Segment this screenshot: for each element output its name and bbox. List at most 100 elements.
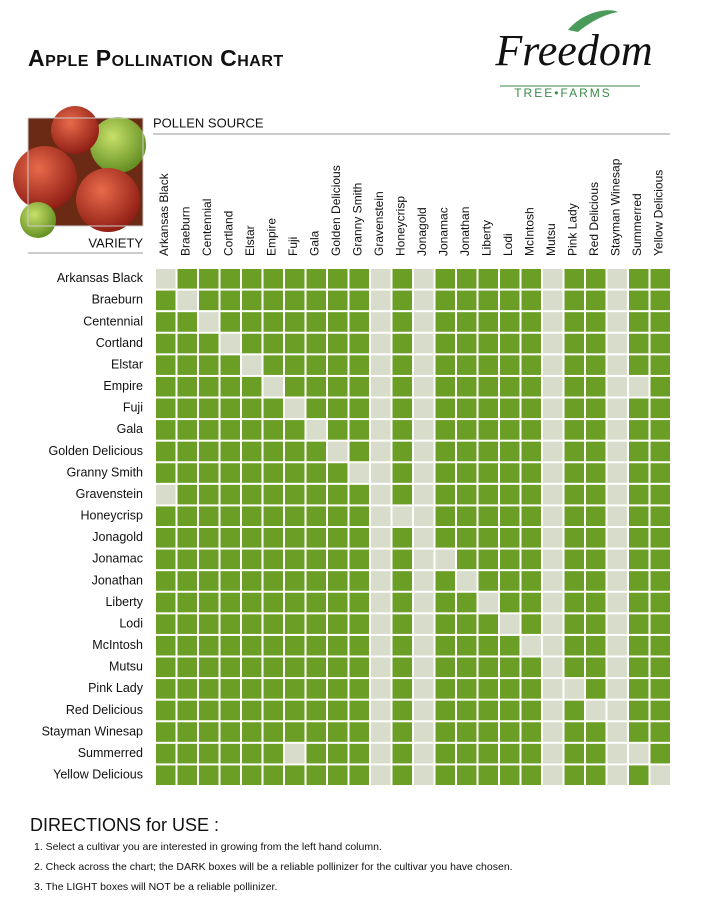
cell bbox=[629, 420, 649, 440]
cell bbox=[220, 657, 240, 678]
cell bbox=[650, 657, 670, 678]
cell bbox=[478, 592, 498, 613]
variety-label: VARIETY bbox=[88, 235, 143, 250]
cell bbox=[263, 463, 283, 483]
cell bbox=[392, 765, 412, 785]
direction-item: 3. The LIGHT boxes will NOT be a reliabl… bbox=[34, 881, 277, 893]
cell bbox=[177, 484, 197, 505]
cell bbox=[543, 765, 563, 785]
cell bbox=[220, 635, 240, 656]
cell bbox=[521, 592, 541, 613]
cell bbox=[199, 333, 219, 354]
cell bbox=[392, 355, 412, 375]
cell bbox=[521, 528, 541, 548]
cell bbox=[414, 635, 434, 656]
cell bbox=[457, 269, 477, 289]
cell bbox=[306, 722, 326, 742]
cell bbox=[371, 398, 391, 419]
cell bbox=[478, 398, 498, 419]
cell bbox=[586, 657, 606, 678]
cell bbox=[586, 549, 606, 570]
cell bbox=[629, 312, 649, 332]
cell bbox=[220, 549, 240, 570]
cell bbox=[177, 549, 197, 570]
cell bbox=[629, 592, 649, 613]
cell bbox=[543, 484, 563, 505]
cell bbox=[349, 312, 369, 332]
cell bbox=[156, 463, 176, 483]
cell bbox=[156, 528, 176, 548]
cell bbox=[500, 765, 520, 785]
cell bbox=[349, 398, 369, 419]
column-label: Liberty bbox=[479, 220, 493, 256]
cell bbox=[586, 333, 606, 354]
cell bbox=[220, 679, 240, 699]
cell bbox=[306, 679, 326, 699]
cell bbox=[414, 722, 434, 742]
column-label: Summerred bbox=[630, 193, 644, 256]
cell bbox=[263, 269, 283, 289]
cell bbox=[500, 376, 520, 397]
cell bbox=[199, 269, 219, 289]
cell bbox=[414, 592, 434, 613]
cell bbox=[414, 700, 434, 721]
cell bbox=[349, 657, 369, 678]
cell bbox=[177, 700, 197, 721]
cell bbox=[220, 398, 240, 419]
cell bbox=[263, 441, 283, 462]
cell bbox=[371, 765, 391, 785]
cell bbox=[242, 269, 262, 289]
cell bbox=[521, 290, 541, 311]
cell bbox=[629, 635, 649, 656]
cell bbox=[543, 355, 563, 375]
cell bbox=[285, 528, 305, 548]
cell bbox=[414, 657, 434, 678]
cell bbox=[521, 614, 541, 634]
row-label: McIntosh bbox=[92, 638, 143, 652]
cell bbox=[457, 679, 477, 699]
cell bbox=[414, 765, 434, 785]
cell bbox=[650, 679, 670, 699]
cell bbox=[328, 635, 348, 656]
cell bbox=[392, 463, 412, 483]
cell bbox=[521, 463, 541, 483]
cell bbox=[285, 506, 305, 526]
cell bbox=[263, 484, 283, 505]
cell bbox=[220, 463, 240, 483]
row-label: Granny Smith bbox=[67, 465, 143, 479]
cell bbox=[371, 376, 391, 397]
cell bbox=[328, 484, 348, 505]
cell bbox=[263, 722, 283, 742]
cell bbox=[607, 506, 627, 526]
cell bbox=[564, 420, 584, 440]
cell bbox=[478, 635, 498, 656]
cell bbox=[586, 463, 606, 483]
cell bbox=[263, 635, 283, 656]
cell bbox=[156, 312, 176, 332]
cell bbox=[650, 592, 670, 613]
cell bbox=[521, 376, 541, 397]
cell bbox=[521, 312, 541, 332]
cell bbox=[607, 657, 627, 678]
row-label: Jonagold bbox=[92, 530, 143, 544]
cell bbox=[306, 333, 326, 354]
cell bbox=[586, 420, 606, 440]
cell bbox=[285, 333, 305, 354]
cell bbox=[435, 549, 455, 570]
column-label: Red Delicious bbox=[587, 182, 601, 256]
cell bbox=[242, 355, 262, 375]
cell bbox=[242, 571, 262, 591]
cell bbox=[564, 592, 584, 613]
cell bbox=[521, 765, 541, 785]
cell bbox=[500, 420, 520, 440]
cell bbox=[220, 441, 240, 462]
cell bbox=[199, 635, 219, 656]
cell bbox=[156, 679, 176, 699]
cell bbox=[328, 420, 348, 440]
cell bbox=[500, 333, 520, 354]
cell bbox=[349, 549, 369, 570]
cell bbox=[500, 463, 520, 483]
cell bbox=[177, 592, 197, 613]
row-label: Braeburn bbox=[92, 293, 143, 307]
cell bbox=[543, 679, 563, 699]
